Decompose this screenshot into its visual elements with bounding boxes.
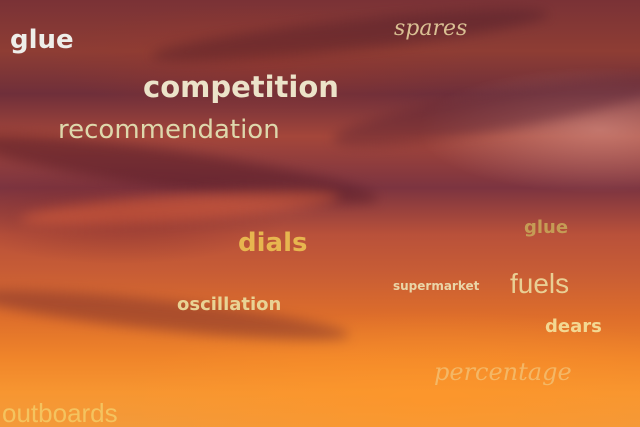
cloud-streak [329, 60, 640, 160]
word-recommendation: recommendation [58, 115, 280, 145]
word-outboards: outboards [2, 398, 118, 427]
word-dears: dears [545, 316, 602, 337]
word-glue: glue [10, 25, 74, 55]
word-spares: spares [394, 16, 468, 41]
word-fuels: fuels [510, 268, 570, 299]
cloud-streak [19, 183, 341, 233]
word-oscillation: oscillation [177, 294, 282, 315]
word-competition: competition [143, 70, 339, 104]
word-dials: dials [238, 228, 308, 258]
cloud-streak [0, 280, 351, 350]
cloud-streak [149, 0, 551, 71]
word-supermarket: supermarket [393, 279, 480, 293]
word-percentage: percentage [434, 358, 572, 386]
word-glue-small: glue [524, 217, 569, 238]
